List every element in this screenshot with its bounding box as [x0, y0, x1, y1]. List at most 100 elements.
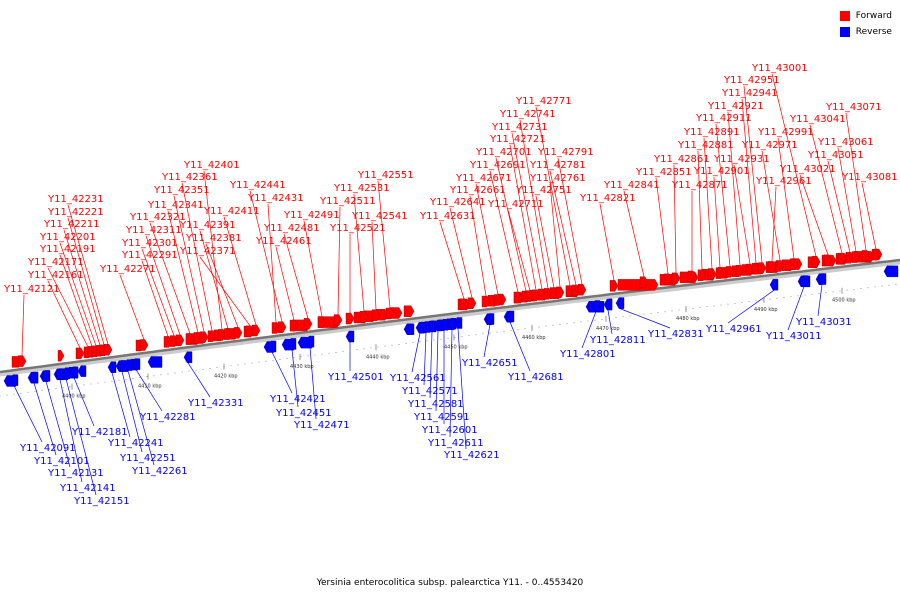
reverse-gene-label[interactable]: Y11_42561 — [389, 373, 446, 384]
reverse-gene-arrow[interactable] — [769, 278, 779, 291]
forward-gene-arrow[interactable] — [199, 331, 209, 343]
forward-gene-label[interactable]: Y11_42691 — [469, 160, 526, 171]
reverse-gene-label[interactable]: Y11_42621 — [443, 450, 500, 461]
reverse-gene-arrow[interactable] — [403, 323, 415, 335]
forward-gene-label[interactable]: Y11_42121 — [3, 284, 60, 295]
forward-gene-label[interactable]: Y11_42301 — [121, 238, 178, 249]
forward-gene-arrow[interactable] — [811, 256, 821, 268]
forward-gene-label[interactable]: Y11_42641 — [429, 197, 486, 208]
forward-gene-label[interactable]: Y11_42361 — [161, 172, 218, 183]
reverse-gene-arrow[interactable] — [799, 275, 809, 287]
forward-gene-label[interactable]: Y11_42771 — [515, 96, 572, 107]
forward-gene-label[interactable]: Y11_42551 — [357, 170, 414, 181]
forward-gene-label[interactable]: Y11_42911 — [695, 113, 752, 124]
reverse-gene-label[interactable]: Y11_42471 — [293, 420, 350, 431]
reverse-gene-arrow[interactable] — [615, 297, 625, 309]
forward-gene-arrow[interactable] — [57, 350, 65, 362]
forward-gene-label[interactable]: Y11_42871 — [671, 180, 728, 191]
forward-gene-arrow[interactable] — [103, 344, 113, 356]
forward-gene-label[interactable]: Y11_42851 — [635, 167, 692, 178]
forward-gene-label[interactable]: Y11_42711 — [487, 199, 544, 210]
forward-gene-arrow[interactable] — [697, 269, 707, 281]
reverse-gene-arrow[interactable] — [439, 319, 449, 331]
forward-gene-label[interactable]: Y11_42431 — [247, 193, 304, 204]
legend-reverse[interactable]: Reverse — [839, 24, 892, 40]
forward-gene-label[interactable]: Y11_42881 — [677, 140, 734, 151]
forward-gene-label[interactable]: Y11_42521 — [329, 223, 386, 234]
forward-gene-arrow[interactable] — [767, 261, 777, 273]
forward-gene-arrow[interactable] — [851, 251, 861, 263]
forward-gene-arrow[interactable] — [233, 327, 243, 339]
reverse-gene-arrow[interactable] — [29, 371, 39, 384]
forward-gene-arrow[interactable] — [757, 262, 767, 274]
reverse-gene-label[interactable]: Y11_42801 — [559, 349, 616, 360]
forward-gene-label[interactable]: Y11_43001 — [751, 63, 808, 74]
reverse-gene-arrow[interactable] — [131, 358, 141, 370]
forward-gene-label[interactable]: Y11_42411 — [203, 206, 260, 217]
forward-gene-label[interactable]: Y11_42441 — [229, 180, 286, 191]
forward-gene-arrow[interactable] — [333, 314, 343, 326]
forward-gene-label[interactable]: Y11_42631 — [419, 211, 476, 222]
reverse-gene-arrow[interactable] — [485, 313, 495, 325]
forward-gene-arrow[interactable] — [459, 298, 469, 310]
forward-gene-arrow[interactable] — [861, 250, 871, 262]
reverse-gene-arrow[interactable] — [55, 368, 65, 380]
forward-gene-label[interactable]: Y11_42341 — [147, 200, 204, 211]
forward-gene-label[interactable]: Y11_42221 — [47, 207, 104, 218]
forward-gene-label[interactable]: Y11_42791 — [537, 147, 594, 158]
reverse-gene-arrow[interactable] — [447, 318, 457, 330]
reverse-gene-arrow[interactable] — [305, 335, 315, 348]
forward-gene-label[interactable]: Y11_43071 — [825, 102, 882, 113]
reverse-gene-label[interactable]: Y11_42281 — [139, 412, 196, 423]
forward-gene-label[interactable]: Y11_42171 — [27, 257, 84, 268]
forward-gene-arrow[interactable] — [789, 258, 799, 271]
forward-gene-arrow[interactable] — [75, 347, 85, 360]
forward-gene-arrow[interactable] — [175, 334, 185, 347]
forward-gene-arrow[interactable] — [185, 333, 195, 345]
forward-gene-arrow[interactable] — [725, 266, 735, 278]
forward-gene-arrow[interactable] — [871, 249, 881, 261]
forward-gene-arrow[interactable] — [609, 280, 619, 292]
forward-gene-label[interactable]: Y11_42201 — [39, 232, 96, 243]
forward-gene-label[interactable]: Y11_42921 — [707, 101, 764, 112]
forward-gene-arrow[interactable] — [493, 294, 503, 306]
forward-gene-label[interactable]: Y11_42661 — [449, 185, 506, 196]
reverse-gene-label[interactable]: Y11_42601 — [421, 425, 478, 436]
reverse-gene-arrow[interactable] — [287, 338, 297, 350]
forward-gene-label[interactable]: Y11_42381 — [185, 233, 242, 244]
forward-gene-label[interactable]: Y11_42991 — [757, 127, 814, 138]
forward-gene-label[interactable]: Y11_42271 — [99, 264, 156, 275]
forward-gene-label[interactable]: Y11_42401 — [183, 160, 240, 171]
reverse-gene-label[interactable]: Y11_42421 — [269, 394, 326, 405]
forward-gene-arrow[interactable] — [223, 328, 233, 340]
forward-gene-label[interactable]: Y11_42961 — [755, 176, 812, 187]
forward-gene-label[interactable]: Y11_42461 — [255, 236, 312, 247]
forward-gene-arrow[interactable] — [715, 267, 725, 279]
forward-gene-label[interactable]: Y11_42291 — [121, 250, 178, 261]
forward-gene-arrow[interactable] — [207, 330, 217, 342]
reverse-gene-label[interactable]: Y11_42591 — [413, 412, 470, 423]
forward-gene-arrow[interactable] — [775, 260, 785, 272]
reverse-gene-label[interactable]: Y11_42181 — [71, 427, 128, 438]
reverse-gene-label[interactable]: Y11_42141 — [59, 483, 116, 494]
forward-gene-arrow[interactable] — [467, 297, 477, 309]
forward-gene-label[interactable]: Y11_42901 — [693, 166, 750, 177]
forward-gene-arrow[interactable] — [371, 309, 381, 321]
reverse-gene-arrow[interactable] — [69, 366, 79, 378]
reverse-gene-label[interactable]: Y11_42091 — [19, 443, 76, 454]
reverse-gene-label[interactable]: Y11_42581 — [407, 399, 464, 410]
reverse-gene-label[interactable]: Y11_42101 — [33, 456, 90, 467]
forward-gene-label[interactable]: Y11_42701 — [475, 147, 532, 158]
forward-gene-label[interactable]: Y11_42741 — [499, 109, 556, 120]
reverse-gene-arrow[interactable] — [415, 322, 425, 334]
reverse-gene-label[interactable]: Y11_42681 — [507, 372, 564, 383]
forward-gene-arrow[interactable] — [735, 265, 745, 277]
reverse-gene-arrow[interactable] — [147, 356, 163, 368]
forward-gene-arrow[interactable] — [17, 355, 27, 367]
reverse-gene-label[interactable]: Y11_43011 — [765, 331, 822, 342]
reverse-gene-label[interactable]: Y11_42961 — [705, 324, 762, 335]
forward-gene-label[interactable]: Y11_42931 — [713, 154, 770, 165]
forward-gene-arrow[interactable] — [577, 284, 587, 296]
reverse-gene-label[interactable]: Y11_42131 — [47, 468, 104, 479]
reverse-gene-label[interactable]: Y11_42261 — [131, 466, 188, 477]
